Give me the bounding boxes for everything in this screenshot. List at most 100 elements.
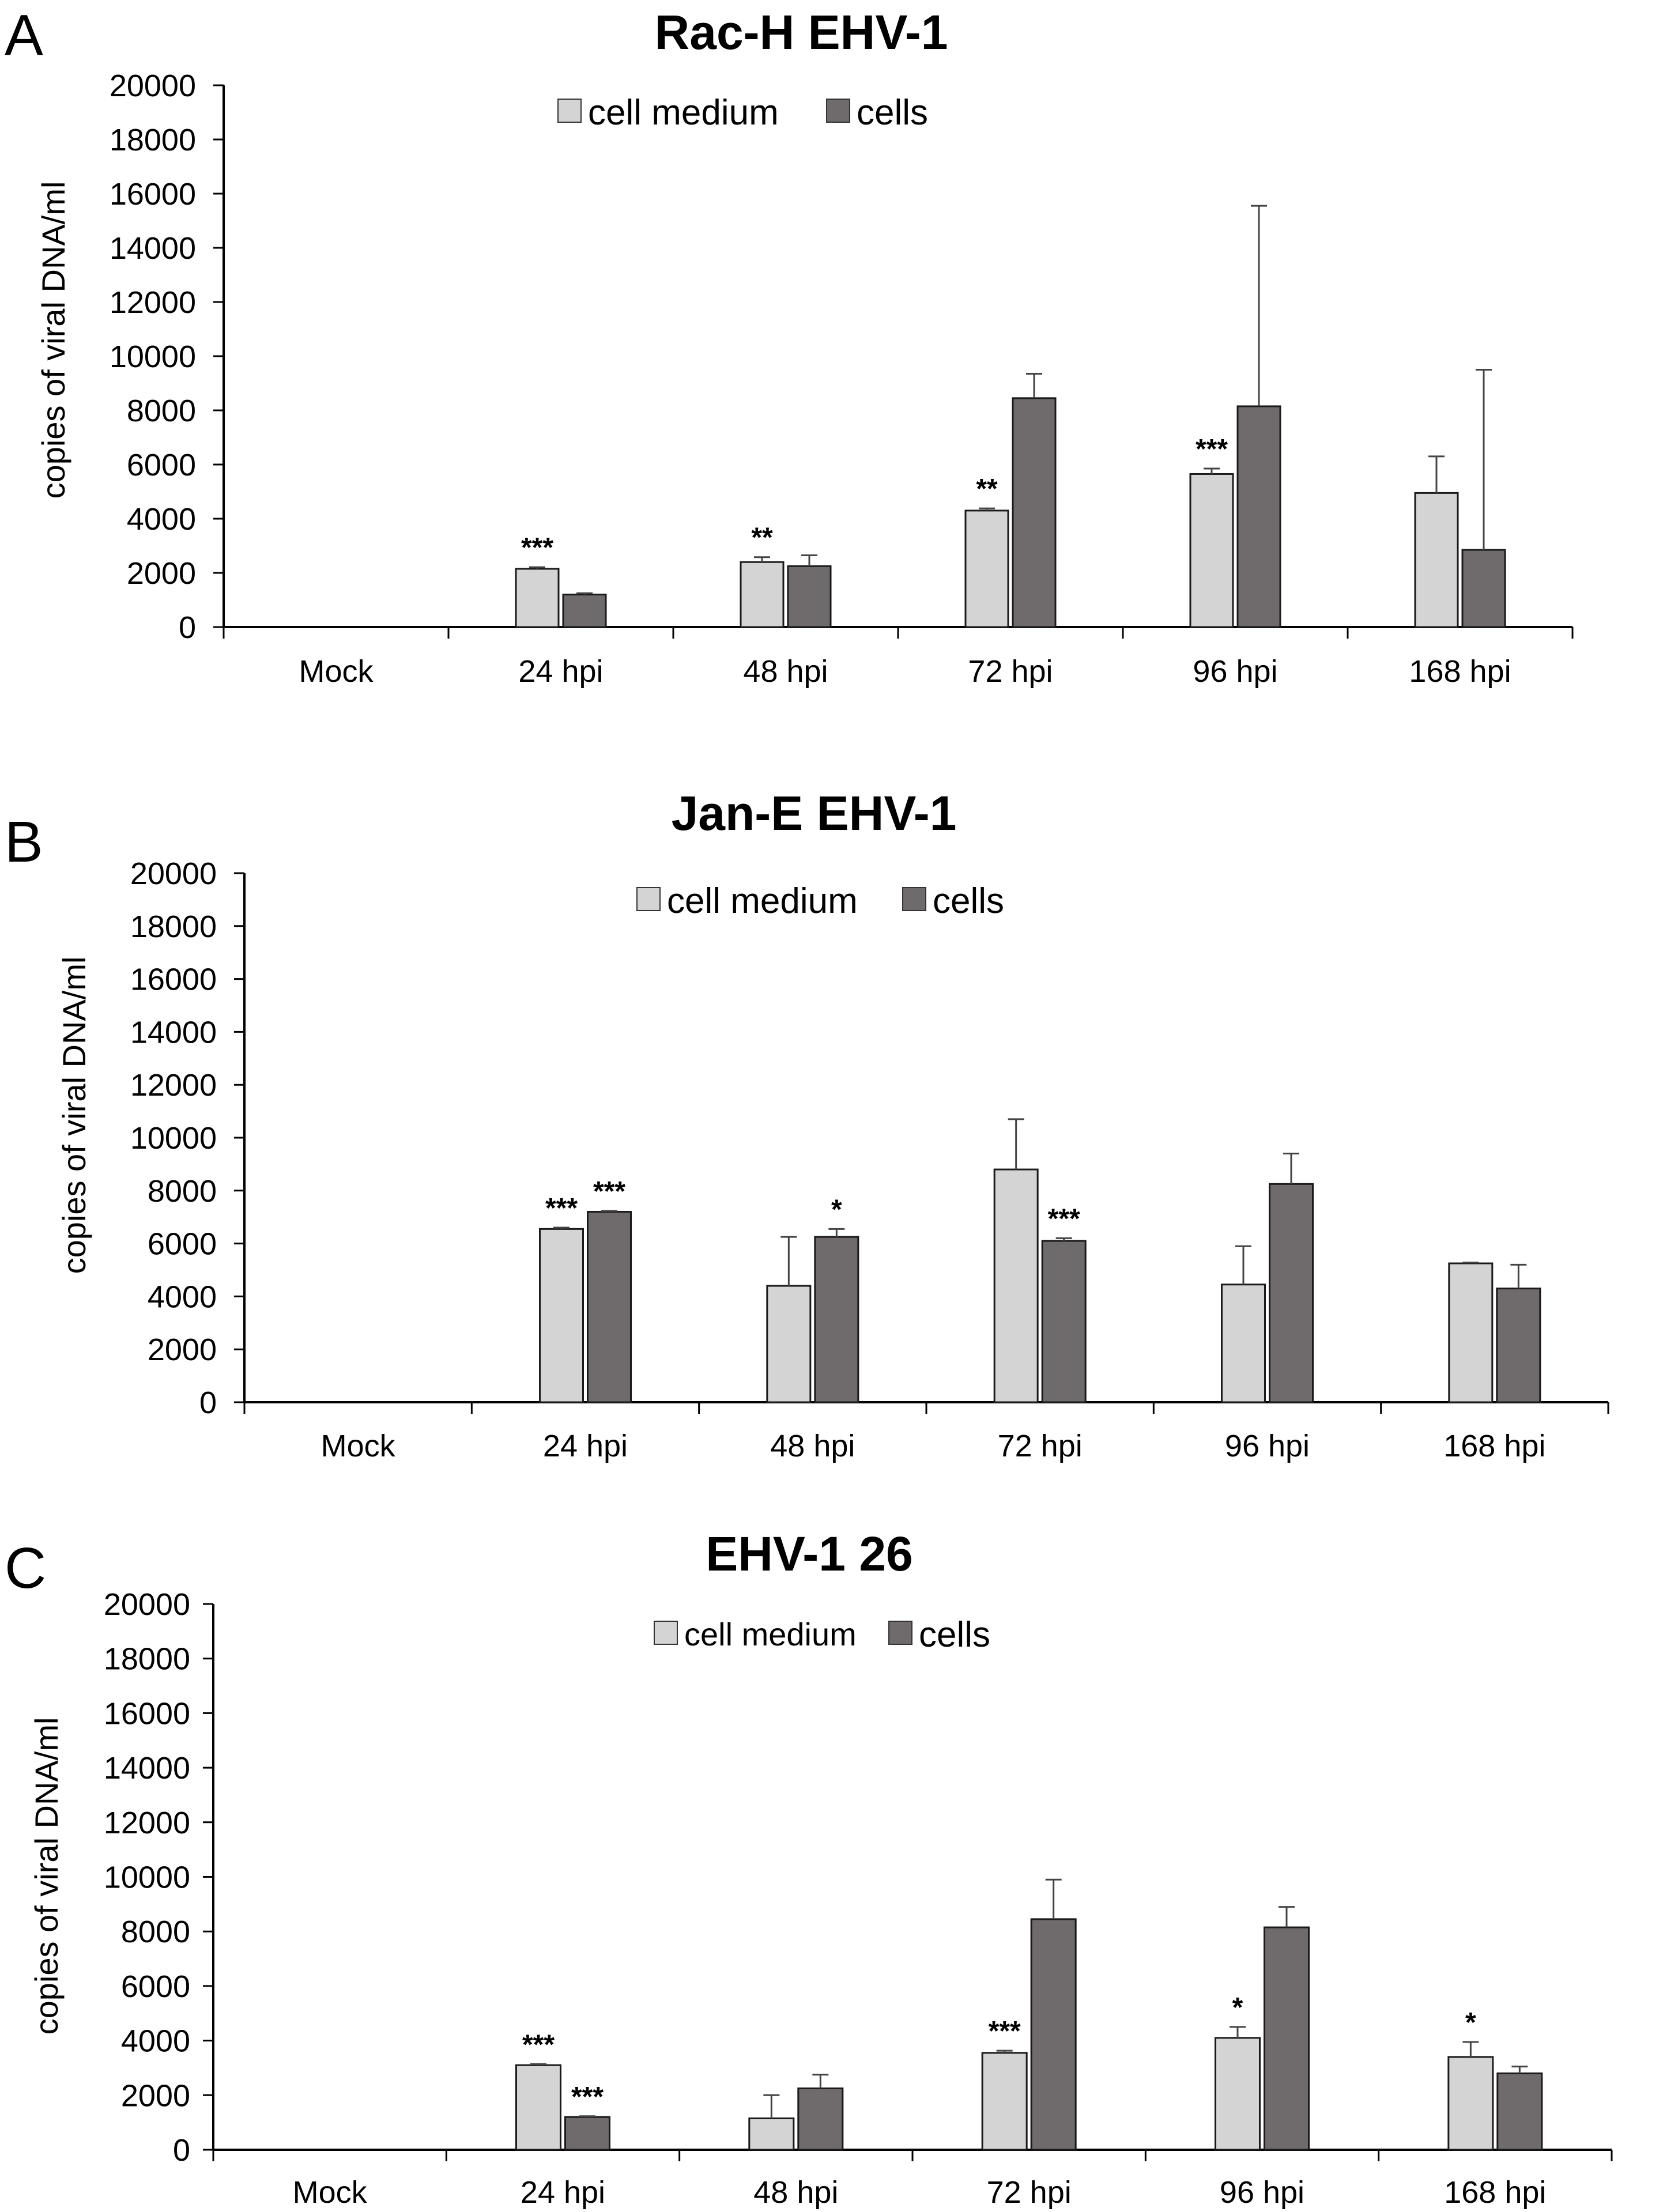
- significance-mark-cell-medium: **: [976, 474, 998, 504]
- bar-cells-a: [787, 565, 832, 628]
- y-axis-title-a: copies of viral DNA/ml: [35, 182, 71, 499]
- chart-title-c: EHV-1 26: [706, 1527, 913, 1581]
- x-tick-label: 48 hpi: [770, 1429, 855, 1463]
- significance-mark-cell-medium: ***: [989, 2016, 1021, 2047]
- plot-area-c: 0 2000 4000 6000 8000 10000 12000 14000 16000 180…: [104, 1587, 1613, 2210]
- y-tick-label: 18000: [104, 1642, 190, 1677]
- significance-mark-cells: ***: [571, 2082, 604, 2112]
- legend-label-cells-c: cells: [919, 1615, 990, 1655]
- bar-cell-medium-c: [1447, 2056, 1494, 2151]
- x-tick-label: 72 hpi: [998, 1429, 1083, 1463]
- legend-a: cell medium cells: [557, 93, 928, 133]
- x-tick-label: 168 hpi: [1444, 2175, 1546, 2210]
- bar-cell-medium-c: [1215, 2037, 1261, 2151]
- y-tick-label: 16000: [130, 962, 217, 997]
- y-tick-label: 4000: [121, 2024, 190, 2059]
- plot-area-b: 0 2000 4000 6000 8000 10000 12000 14000 16000 180…: [130, 856, 1609, 1463]
- bar-cell-medium-a: [1189, 473, 1234, 628]
- legend-swatch-cells-a: [826, 99, 850, 123]
- y-tick-label: 20000: [104, 1587, 190, 1622]
- y-tick-label: 12000: [110, 285, 196, 320]
- significance-mark-cell-medium: ***: [1196, 434, 1228, 465]
- y-tick-label: 10000: [130, 1121, 217, 1156]
- bar-cells-b: [587, 1211, 632, 1403]
- y-tick-label: 2000: [148, 1333, 217, 1367]
- legend-swatch-cell-medium-c: [654, 1621, 678, 1645]
- legend-label-cells-a: cells: [857, 93, 928, 133]
- bar-cell-medium-b: [1221, 1284, 1266, 1403]
- plot-area-a: 0 2000 4000 6000 8000 10000 12000 14000 16000 180…: [110, 69, 1574, 689]
- significance-mark-cell-medium: *: [1232, 1992, 1243, 2023]
- bar-cell-medium-b: [993, 1168, 1039, 1403]
- panel-letter-c: C: [5, 1536, 46, 1601]
- bar-cells-b: [814, 1236, 859, 1403]
- y-tick-label: 20000: [110, 69, 196, 103]
- legend-label-cell-medium-c: cell medium: [684, 1616, 857, 1652]
- x-tick-label: 72 hpi: [987, 2175, 1072, 2210]
- bar-cells-c: [1264, 1926, 1310, 2151]
- x-tick-label: 48 hpi: [743, 654, 828, 689]
- legend-swatch-cells-c: [888, 1621, 912, 1645]
- chart-title-b: Jan-E EHV-1: [672, 786, 957, 840]
- x-tick-label: 24 hpi: [521, 2175, 605, 2210]
- y-tick-label: 14000: [104, 1751, 190, 1786]
- bar-cells-c: [1496, 2072, 1543, 2151]
- bar-cell-medium-a: [1414, 492, 1459, 628]
- bar-cells-a: [562, 594, 607, 628]
- bar-cells-c: [797, 2087, 844, 2151]
- bar-cell-medium-b: [539, 1228, 584, 1403]
- y-tick-label: 0: [179, 610, 196, 645]
- legend-swatch-cell-medium-a: [557, 99, 582, 123]
- bar-cell-medium-b: [1448, 1262, 1494, 1403]
- y-tick-label: 4000: [127, 502, 196, 537]
- x-tick-label: 24 hpi: [518, 654, 603, 689]
- bar-cell-medium-a: [740, 561, 785, 628]
- bar-cell-medium-c: [748, 2117, 795, 2151]
- y-tick-label: 12000: [130, 1068, 217, 1103]
- bar-cell-medium-a: [515, 568, 560, 628]
- bar-cells-c: [564, 2116, 610, 2151]
- x-tick-label: 48 hpi: [753, 2175, 838, 2210]
- bar-cells-b: [1269, 1183, 1314, 1403]
- bar-cell-medium-a: [964, 509, 1009, 628]
- x-tick-label: 96 hpi: [1225, 1429, 1310, 1463]
- bar-cells-a: [1461, 549, 1506, 628]
- bar-cell-medium-c: [981, 2052, 1028, 2151]
- significance-mark-cell-medium: ***: [521, 533, 553, 563]
- y-tick-label: 4000: [148, 1279, 217, 1314]
- significance-mark-cells: *: [831, 1194, 842, 1225]
- y-tick-label: 14000: [110, 231, 196, 266]
- y-tick-label: 8000: [148, 1174, 217, 1209]
- x-tick-label: Mock: [299, 654, 374, 689]
- significance-mark-cell-medium: ***: [522, 2029, 555, 2060]
- legend-c: cell medium cells: [654, 1615, 990, 1655]
- panel-b: B Jan-E EHV-1 copies of viral DNA/ml cel…: [5, 786, 1609, 1463]
- significance-mark-cells: ***: [593, 1176, 625, 1207]
- significance-mark-cell-medium: ***: [545, 1193, 578, 1224]
- y-tick-label: 18000: [110, 123, 196, 157]
- y-tick-label: 18000: [130, 909, 217, 944]
- y-axis-title-c: copies of viral DNA/ml: [28, 1717, 65, 2035]
- bar-cell-medium-b: [766, 1285, 812, 1403]
- x-tick-label: 24 hpi: [543, 1429, 628, 1463]
- y-tick-label: 2000: [121, 2078, 190, 2113]
- panel-a: A Rac-H EHV-1 copies of viral DNA/ml cel…: [5, 3, 1574, 689]
- bar-cells-a: [1236, 405, 1281, 628]
- significance-mark-cell-medium: *: [1465, 2007, 1476, 2038]
- bar-cells-b: [1041, 1240, 1087, 1403]
- legend-swatch-cell-medium-b: [636, 887, 661, 911]
- bar-cells-b: [1496, 1288, 1541, 1403]
- legend-label-cell-medium-b: cell medium: [667, 881, 858, 921]
- y-tick-label: 6000: [148, 1227, 217, 1262]
- significance-mark-cell-medium: **: [751, 523, 773, 553]
- x-tick-label: 72 hpi: [968, 654, 1053, 689]
- x-tick-label: Mock: [321, 1429, 396, 1463]
- y-tick-label: 10000: [104, 1860, 190, 1895]
- x-tick-label: 96 hpi: [1220, 2175, 1304, 2210]
- y-tick-label: 10000: [110, 339, 196, 374]
- y-tick-label: 12000: [104, 1806, 190, 1840]
- x-tick-label: 168 hpi: [1409, 654, 1511, 689]
- bar-cells-a: [1012, 397, 1057, 628]
- x-tick-label: 96 hpi: [1193, 654, 1277, 689]
